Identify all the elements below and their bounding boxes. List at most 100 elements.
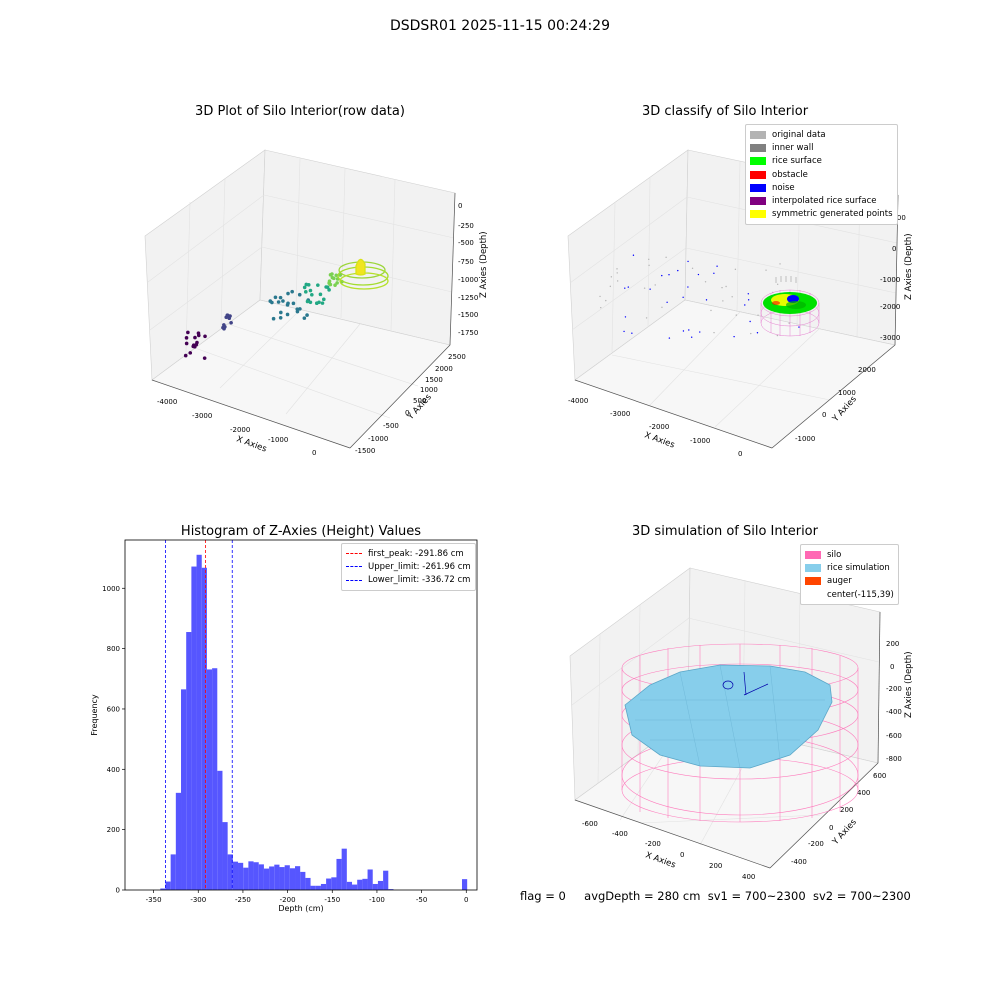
noise-point	[599, 295, 601, 298]
histogram-y-tick-label: 1000	[102, 585, 120, 593]
scatter-point	[321, 297, 326, 302]
panel1-ytick: 2500	[448, 353, 466, 361]
histogram-y-tick-label: 200	[107, 826, 120, 834]
legend-item-auger: auger	[805, 575, 894, 588]
legend-line-swatch	[346, 579, 362, 581]
scatter-point	[229, 320, 233, 325]
histogram-y-tick-label: 800	[107, 645, 120, 653]
legend-swatch	[805, 577, 821, 586]
noise-point	[721, 286, 723, 289]
histogram-bar	[362, 878, 368, 890]
scatter-point	[327, 288, 331, 292]
noise-point	[688, 329, 690, 331]
noise-point	[690, 336, 693, 338]
panel2-title: 3D classify of Silo Interior	[641, 104, 809, 119]
panel1-scatter-points	[183, 272, 344, 360]
noise-point	[757, 314, 759, 316]
noise-point	[687, 286, 689, 288]
scatter-point	[317, 300, 321, 305]
histogram-x-tick-label: -200	[280, 896, 296, 904]
panel4-ztick: -600	[886, 732, 902, 740]
noise-point	[682, 330, 685, 332]
noise-point	[733, 335, 735, 338]
scatter-point	[316, 283, 320, 287]
panel4-ytick: -400	[791, 858, 807, 866]
panel2-xtick: -3000	[610, 410, 630, 418]
panel1-zlabel: Z Axies (Depth)	[479, 231, 489, 298]
legend-swatch	[750, 170, 766, 179]
histogram-bar	[289, 868, 296, 890]
noise-point	[776, 334, 779, 337]
histogram-ylabel: Frequency	[90, 694, 99, 736]
scatter-point	[225, 313, 230, 318]
histogram-bar	[461, 879, 468, 890]
noise-point	[665, 256, 667, 259]
panel1-ytick: 500	[413, 397, 426, 405]
panel1-ztick: -1500	[458, 311, 478, 319]
scatter-point	[194, 342, 199, 347]
histogram-bar	[357, 879, 363, 890]
histogram-bar	[263, 868, 270, 890]
panel2-xtick: -2000	[649, 423, 669, 431]
noise-point	[624, 287, 626, 289]
panel4-ylabel: Y Axies	[830, 817, 859, 848]
histogram-bar	[196, 554, 202, 890]
scatter-point	[191, 344, 196, 349]
noise-point	[687, 260, 689, 263]
scatter-point	[298, 307, 302, 311]
panel4-xtick: 200	[709, 862, 722, 870]
noise-point	[648, 264, 650, 267]
histogram-bar	[232, 861, 239, 890]
scatter-point	[278, 315, 283, 320]
noise-point	[648, 258, 650, 261]
noise-point	[605, 299, 607, 302]
noise-point	[643, 287, 646, 289]
panel2-ztick: -3000	[880, 334, 900, 342]
panel2-ztick: -1000	[880, 276, 900, 284]
histogram-bar	[206, 669, 213, 890]
legend-item-obstacle: obstacle	[750, 168, 893, 181]
histogram-bar	[201, 567, 207, 890]
scatter-point	[297, 292, 302, 297]
histogram-bar	[222, 822, 228, 890]
legend-item-upper-limit: Upper_limit: -261.96 cm	[346, 560, 471, 573]
histogram-bar	[160, 888, 166, 890]
legend-swatch	[750, 130, 766, 139]
noise-point	[691, 267, 694, 270]
scatter-point	[302, 285, 307, 290]
panel1-z-axis-line	[449, 192, 456, 346]
legend-item-inner-wall: inner wall	[750, 141, 893, 154]
panel1-x-axis-line	[151, 379, 351, 449]
noise-point	[710, 309, 712, 312]
panel4-x-axis-line	[574, 799, 771, 869]
legend-item-interpolated: interpolated rice surface	[750, 194, 893, 207]
noise-point	[716, 265, 718, 267]
panel1-ytick: 1500	[425, 376, 443, 384]
scatter-point	[290, 289, 294, 294]
histogram-x-tick-label: -250	[235, 896, 251, 904]
panel2-ztick: -2000	[880, 303, 900, 311]
histogram-reference-lines	[165, 540, 233, 890]
panel4-zlabel: Z Axies (Depth)	[904, 651, 914, 718]
noise-point	[609, 285, 612, 288]
noise-point	[747, 293, 750, 295]
histogram-bar	[253, 862, 259, 890]
scatter-point	[285, 312, 290, 317]
legend-swatch	[805, 563, 821, 572]
histogram-bar	[243, 867, 249, 890]
scatter-point	[304, 282, 309, 287]
scatter-point	[324, 285, 328, 289]
panel1-xtick: 0	[312, 449, 316, 457]
panel1-ytick: 0	[405, 409, 409, 417]
scatter-point	[335, 281, 339, 285]
status-bar: flag = 0 avgDepth = 280 cm sv1 = 700~230…	[520, 889, 911, 903]
panel1-ytick: -500	[383, 422, 399, 430]
panel4-y-axis-line	[769, 762, 879, 869]
scatter-point	[305, 299, 310, 304]
scatter-point	[286, 291, 290, 296]
status-flag: flag = 0	[520, 889, 566, 903]
scatter-point	[196, 333, 201, 338]
histogram-bar	[377, 880, 384, 890]
noise-point	[668, 337, 671, 339]
